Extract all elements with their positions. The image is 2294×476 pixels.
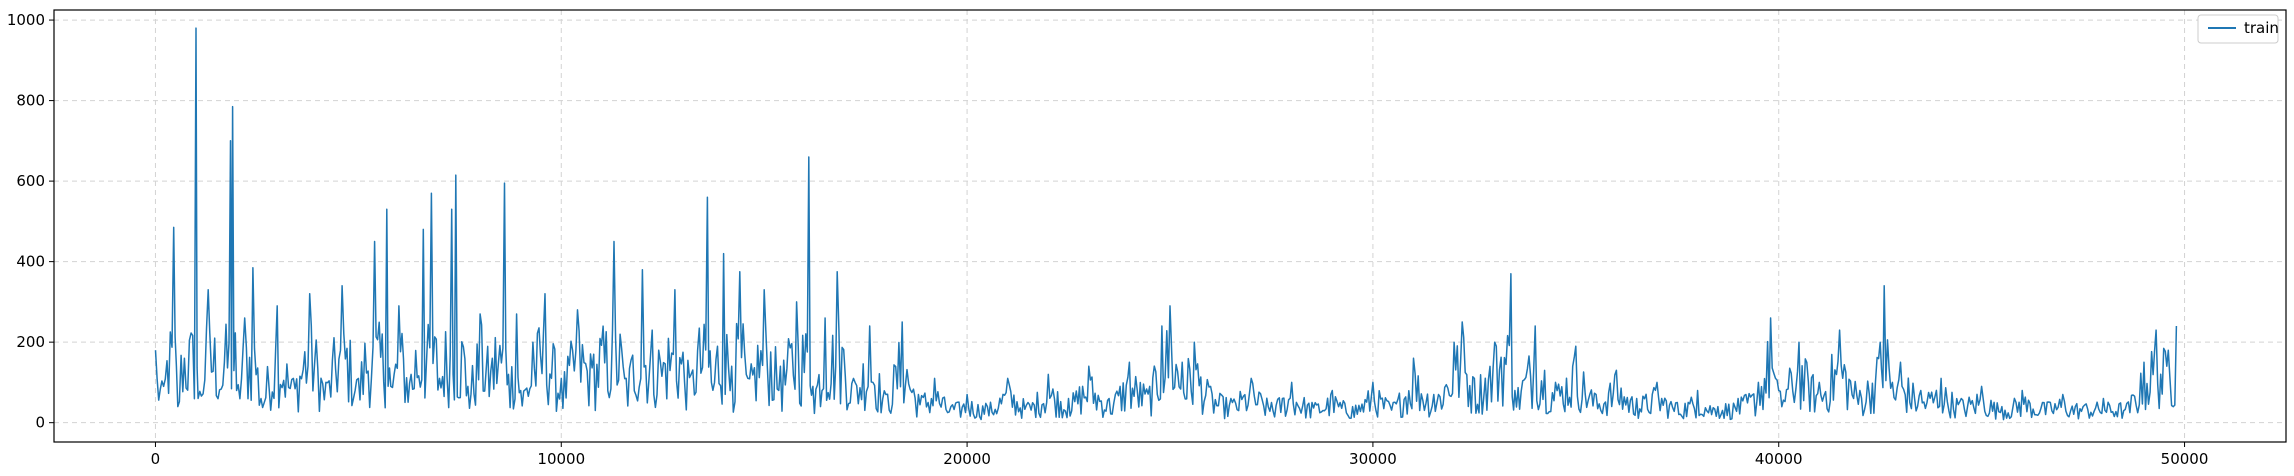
y-tick-label: 0 xyxy=(35,414,45,432)
x-tick-label: 10000 xyxy=(537,450,585,468)
x-tick-label: 20000 xyxy=(943,450,991,468)
y-tick-label: 200 xyxy=(16,333,45,351)
legend: train xyxy=(2197,14,2279,44)
series-layer xyxy=(154,27,2178,421)
x-axis: 0 10000 20000 30000 40000 50000 xyxy=(151,442,2209,468)
x-tick-label: 50000 xyxy=(2161,450,2209,468)
y-tick-label: 600 xyxy=(16,172,45,190)
series-line-train xyxy=(154,27,2178,421)
y-axis: 0 200 400 600 800 1000 xyxy=(7,11,54,432)
plot-frame xyxy=(53,9,2287,443)
y-tick-label: 800 xyxy=(16,92,45,110)
y-tick-label: 400 xyxy=(16,253,45,271)
x-tick-label: 0 xyxy=(151,450,161,468)
legend-box xyxy=(2197,14,2279,44)
legend-label-train: train xyxy=(2244,19,2279,37)
x-tick-label: 40000 xyxy=(1755,450,1803,468)
grid xyxy=(54,10,2286,442)
x-tick-label: 30000 xyxy=(1349,450,1397,468)
y-tick-label: 1000 xyxy=(7,11,45,29)
